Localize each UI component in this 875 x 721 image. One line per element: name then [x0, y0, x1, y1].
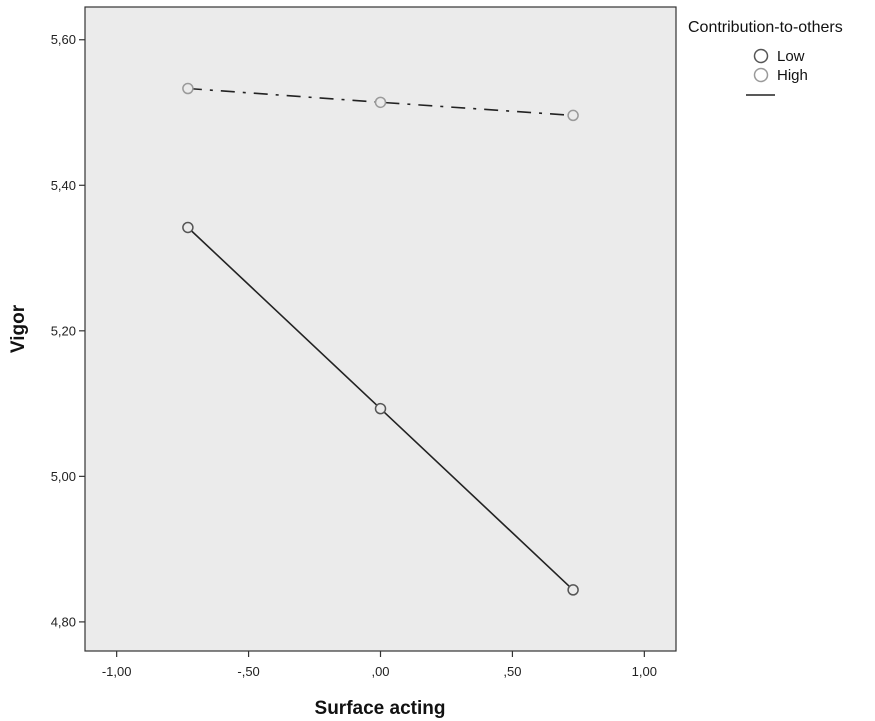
y-axis-title: Vigor: [8, 304, 29, 353]
y-tick-label: 4,80: [51, 614, 76, 629]
x-axis-title: Surface acting: [315, 698, 446, 719]
y-tick-label: 5,00: [51, 469, 76, 484]
legend-label-high: High: [777, 67, 808, 84]
data-point-high: [182, 82, 194, 95]
y-tick-label: 5,20: [51, 323, 76, 338]
series-layer: [182, 82, 579, 596]
y-axis: 4,80 5,00 5,20 5,40 5,60: [51, 32, 85, 629]
x-tick-label: -,50: [237, 664, 259, 679]
data-point-high: [374, 96, 387, 109]
x-tick-label: 1,00: [632, 664, 657, 679]
y-tick-label: 5,40: [51, 178, 76, 193]
x-tick-label: ,00: [371, 664, 389, 679]
data-point-high: [567, 109, 579, 122]
x-tick-label: ,50: [503, 664, 521, 679]
legend: Contribution-to-others Low High: [688, 19, 843, 96]
data-point-low: [182, 221, 194, 234]
x-tick-label: -1,00: [102, 664, 132, 679]
y-tick-label: 5,60: [51, 32, 76, 47]
legend-marker-low: [753, 48, 769, 64]
data-point-low: [567, 584, 579, 596]
legend-marker-high: [753, 67, 769, 83]
legend-title: Contribution-to-others: [688, 19, 843, 36]
legend-label-low: Low: [777, 48, 805, 65]
data-point-low: [374, 402, 387, 415]
x-axis: -1,00 -,50 ,00 ,50 1,00: [102, 651, 657, 679]
series-line-high: [187, 87, 574, 117]
